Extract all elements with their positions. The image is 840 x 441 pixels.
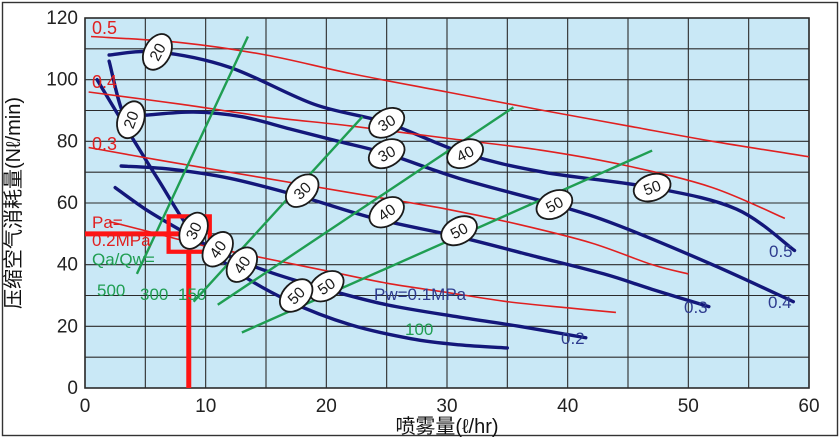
svg-text:0: 0 [80, 396, 91, 417]
svg-text:500: 500 [97, 281, 125, 300]
svg-text:0: 0 [67, 378, 78, 399]
svg-text:0.4: 0.4 [92, 72, 117, 92]
svg-text:40: 40 [557, 396, 578, 417]
svg-text:Pa=: Pa= [92, 213, 123, 232]
svg-text:0.3: 0.3 [92, 134, 117, 154]
svg-text:0.4: 0.4 [768, 293, 792, 312]
svg-text:100: 100 [405, 320, 433, 339]
svg-text:120: 120 [46, 8, 78, 29]
svg-text:10: 10 [195, 396, 216, 417]
svg-text:Qa/Qw=: Qa/Qw= [92, 250, 155, 269]
svg-text:150: 150 [178, 285, 206, 304]
svg-text:60: 60 [57, 193, 78, 214]
svg-text:0.2MPa: 0.2MPa [92, 231, 151, 250]
svg-text:100: 100 [46, 70, 78, 91]
svg-text:0.2: 0.2 [561, 329, 585, 348]
svg-text:50: 50 [678, 396, 699, 417]
svg-text:0.3: 0.3 [684, 298, 708, 317]
svg-text:30: 30 [436, 396, 457, 417]
svg-text:40: 40 [57, 255, 78, 276]
svg-text:20: 20 [316, 396, 337, 417]
svg-text:喷雾量(ℓ/hr): 喷雾量(ℓ/hr) [395, 415, 498, 438]
svg-text:0.5: 0.5 [769, 242, 793, 261]
svg-text:压缩空气消耗量(Nℓ/min): 压缩空气消耗量(Nℓ/min) [2, 97, 25, 309]
svg-text:0.5: 0.5 [92, 18, 117, 38]
svg-text:Pw=0.1MPa: Pw=0.1MPa [374, 285, 467, 304]
svg-text:300: 300 [140, 285, 168, 304]
svg-text:60: 60 [798, 396, 819, 417]
svg-text:80: 80 [57, 131, 78, 152]
svg-text:20: 20 [57, 316, 78, 337]
